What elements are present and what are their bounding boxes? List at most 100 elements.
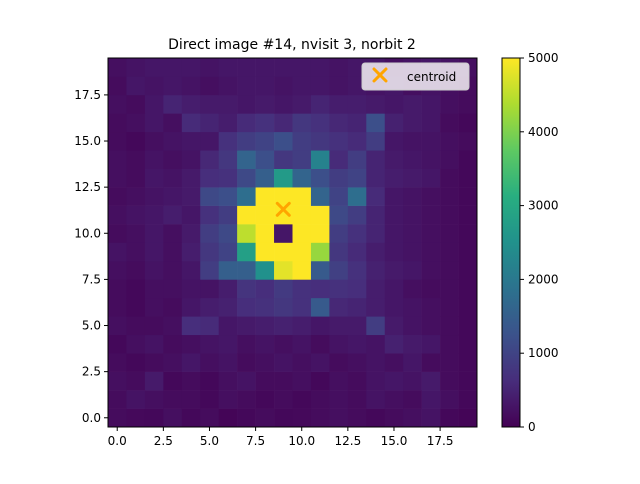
heatmap-cell: [108, 371, 127, 391]
heatmap-cell: [126, 408, 146, 428]
heatmap-cell: [181, 224, 201, 243]
heatmap-cell: [126, 297, 146, 317]
heatmap-cell: [366, 131, 386, 151]
heatmap-cell: [458, 316, 478, 336]
heatmap-cell: [292, 279, 312, 299]
heatmap-cell: [181, 408, 201, 428]
heatmap-cell: [458, 205, 478, 225]
heatmap-cell: [440, 260, 459, 280]
heatmap-cell: [421, 131, 441, 151]
heatmap-cell: [200, 150, 219, 169]
heatmap-cell: [144, 187, 164, 206]
heatmap-cell: [310, 113, 330, 133]
colorbar-ticks: 0 1000 2000 3000 4000 5000: [520, 51, 559, 434]
heatmap-cell: [200, 279, 219, 299]
centroid-marker-icon: [275, 201, 291, 217]
y-tick-label: 0.0: [82, 411, 101, 425]
heatmap-cell: [181, 76, 201, 96]
heatmap-cell: [421, 205, 441, 225]
heatmap-cell: [403, 334, 422, 354]
heatmap-cell: [403, 242, 422, 262]
legend: centroid: [361, 62, 470, 91]
heatmap-cell: [329, 242, 349, 262]
heatmap-cell: [163, 205, 183, 225]
heatmap-cell: [347, 131, 367, 151]
heatmap-cell: [310, 205, 330, 225]
heatmap-cell: [181, 58, 201, 77]
heatmap-cell: [274, 76, 293, 96]
heatmap-cell: [274, 150, 293, 169]
heatmap-cell: [218, 150, 238, 169]
x-tick-label: 2.5: [154, 434, 173, 448]
heatmap-cell: [108, 113, 127, 133]
heatmap-cell: [440, 316, 459, 336]
heatmap-cell: [440, 408, 459, 428]
heatmap-cell: [384, 94, 404, 114]
x-axis-ticks: 0.0 2.5 5.0 7.5 10.0 12.5 15.0 17.5: [108, 427, 453, 448]
heatmap-cell: [255, 371, 275, 391]
heatmap-cell: [163, 353, 183, 372]
heatmap-cell: [274, 297, 293, 317]
y-tick-label: 17.5: [74, 88, 101, 102]
heatmap-cell: [163, 113, 183, 133]
heatmap-cell: [144, 260, 164, 280]
heatmap-cell: [366, 334, 386, 354]
heatmap-cell: [126, 390, 146, 409]
heatmap-cell: [421, 242, 441, 262]
heatmap-cell: [310, 297, 330, 317]
heatmap-cell: [126, 187, 146, 206]
heatmap-cell: [181, 242, 201, 262]
heatmap-cell: [347, 94, 367, 114]
heatmap-cell: [292, 187, 312, 206]
heatmap-cell: [458, 353, 478, 372]
heatmap-cell: [458, 224, 478, 243]
heatmap-cell: [366, 260, 386, 280]
heatmap-cell: [255, 390, 275, 409]
heatmap-cell: [458, 297, 478, 317]
heatmap-cell: [218, 353, 238, 372]
y-tick-label: 5.0: [82, 319, 101, 333]
heatmap-cell: [163, 224, 183, 243]
heatmap-cell: [255, 242, 275, 262]
heatmap-cell: [329, 279, 349, 299]
heatmap-cell: [310, 150, 330, 169]
heatmap-cell: [126, 242, 146, 262]
heatmap-cell: [144, 353, 164, 372]
heatmap-cell: [255, 334, 275, 354]
heatmap-cell: [421, 408, 441, 428]
heatmap-cell: [181, 187, 201, 206]
heatmap-cell: [218, 316, 238, 336]
heatmap-cell: [310, 168, 330, 188]
heatmap-cell: [384, 260, 404, 280]
heatmap-cell: [181, 150, 201, 169]
heatmap-cell: [292, 131, 312, 151]
heatmap-cell: [218, 408, 238, 428]
heatmap-cell: [181, 131, 201, 151]
heatmap-cell: [347, 279, 367, 299]
heatmap-cell: [237, 94, 256, 114]
heatmap-cell: [144, 297, 164, 317]
heatmap-cell: [218, 187, 238, 206]
heatmap-cell: [218, 131, 238, 151]
heatmap-cell: [181, 260, 201, 280]
heatmap-cell: [126, 316, 146, 336]
heatmap-cells: [108, 58, 478, 428]
heatmap-cell: [421, 187, 441, 206]
heatmap-cell: [255, 131, 275, 151]
heatmap-cell: [200, 297, 219, 317]
heatmap-cell: [292, 113, 312, 133]
heatmap-cell: [255, 58, 275, 77]
plot-frame: [107, 57, 478, 428]
heatmap-cell: [421, 334, 441, 354]
legend-label-centroid: centroid: [407, 70, 456, 84]
heatmap-cell: [310, 334, 330, 354]
heatmap-cell: [218, 205, 238, 225]
heatmap-cell: [403, 113, 422, 133]
heatmap-cell: [384, 131, 404, 151]
heatmap-cell: [458, 408, 478, 428]
heatmap-cell: [126, 76, 146, 96]
heatmap-cell: [458, 150, 478, 169]
heatmap-cell: [274, 260, 293, 280]
heatmap-cell: [366, 187, 386, 206]
